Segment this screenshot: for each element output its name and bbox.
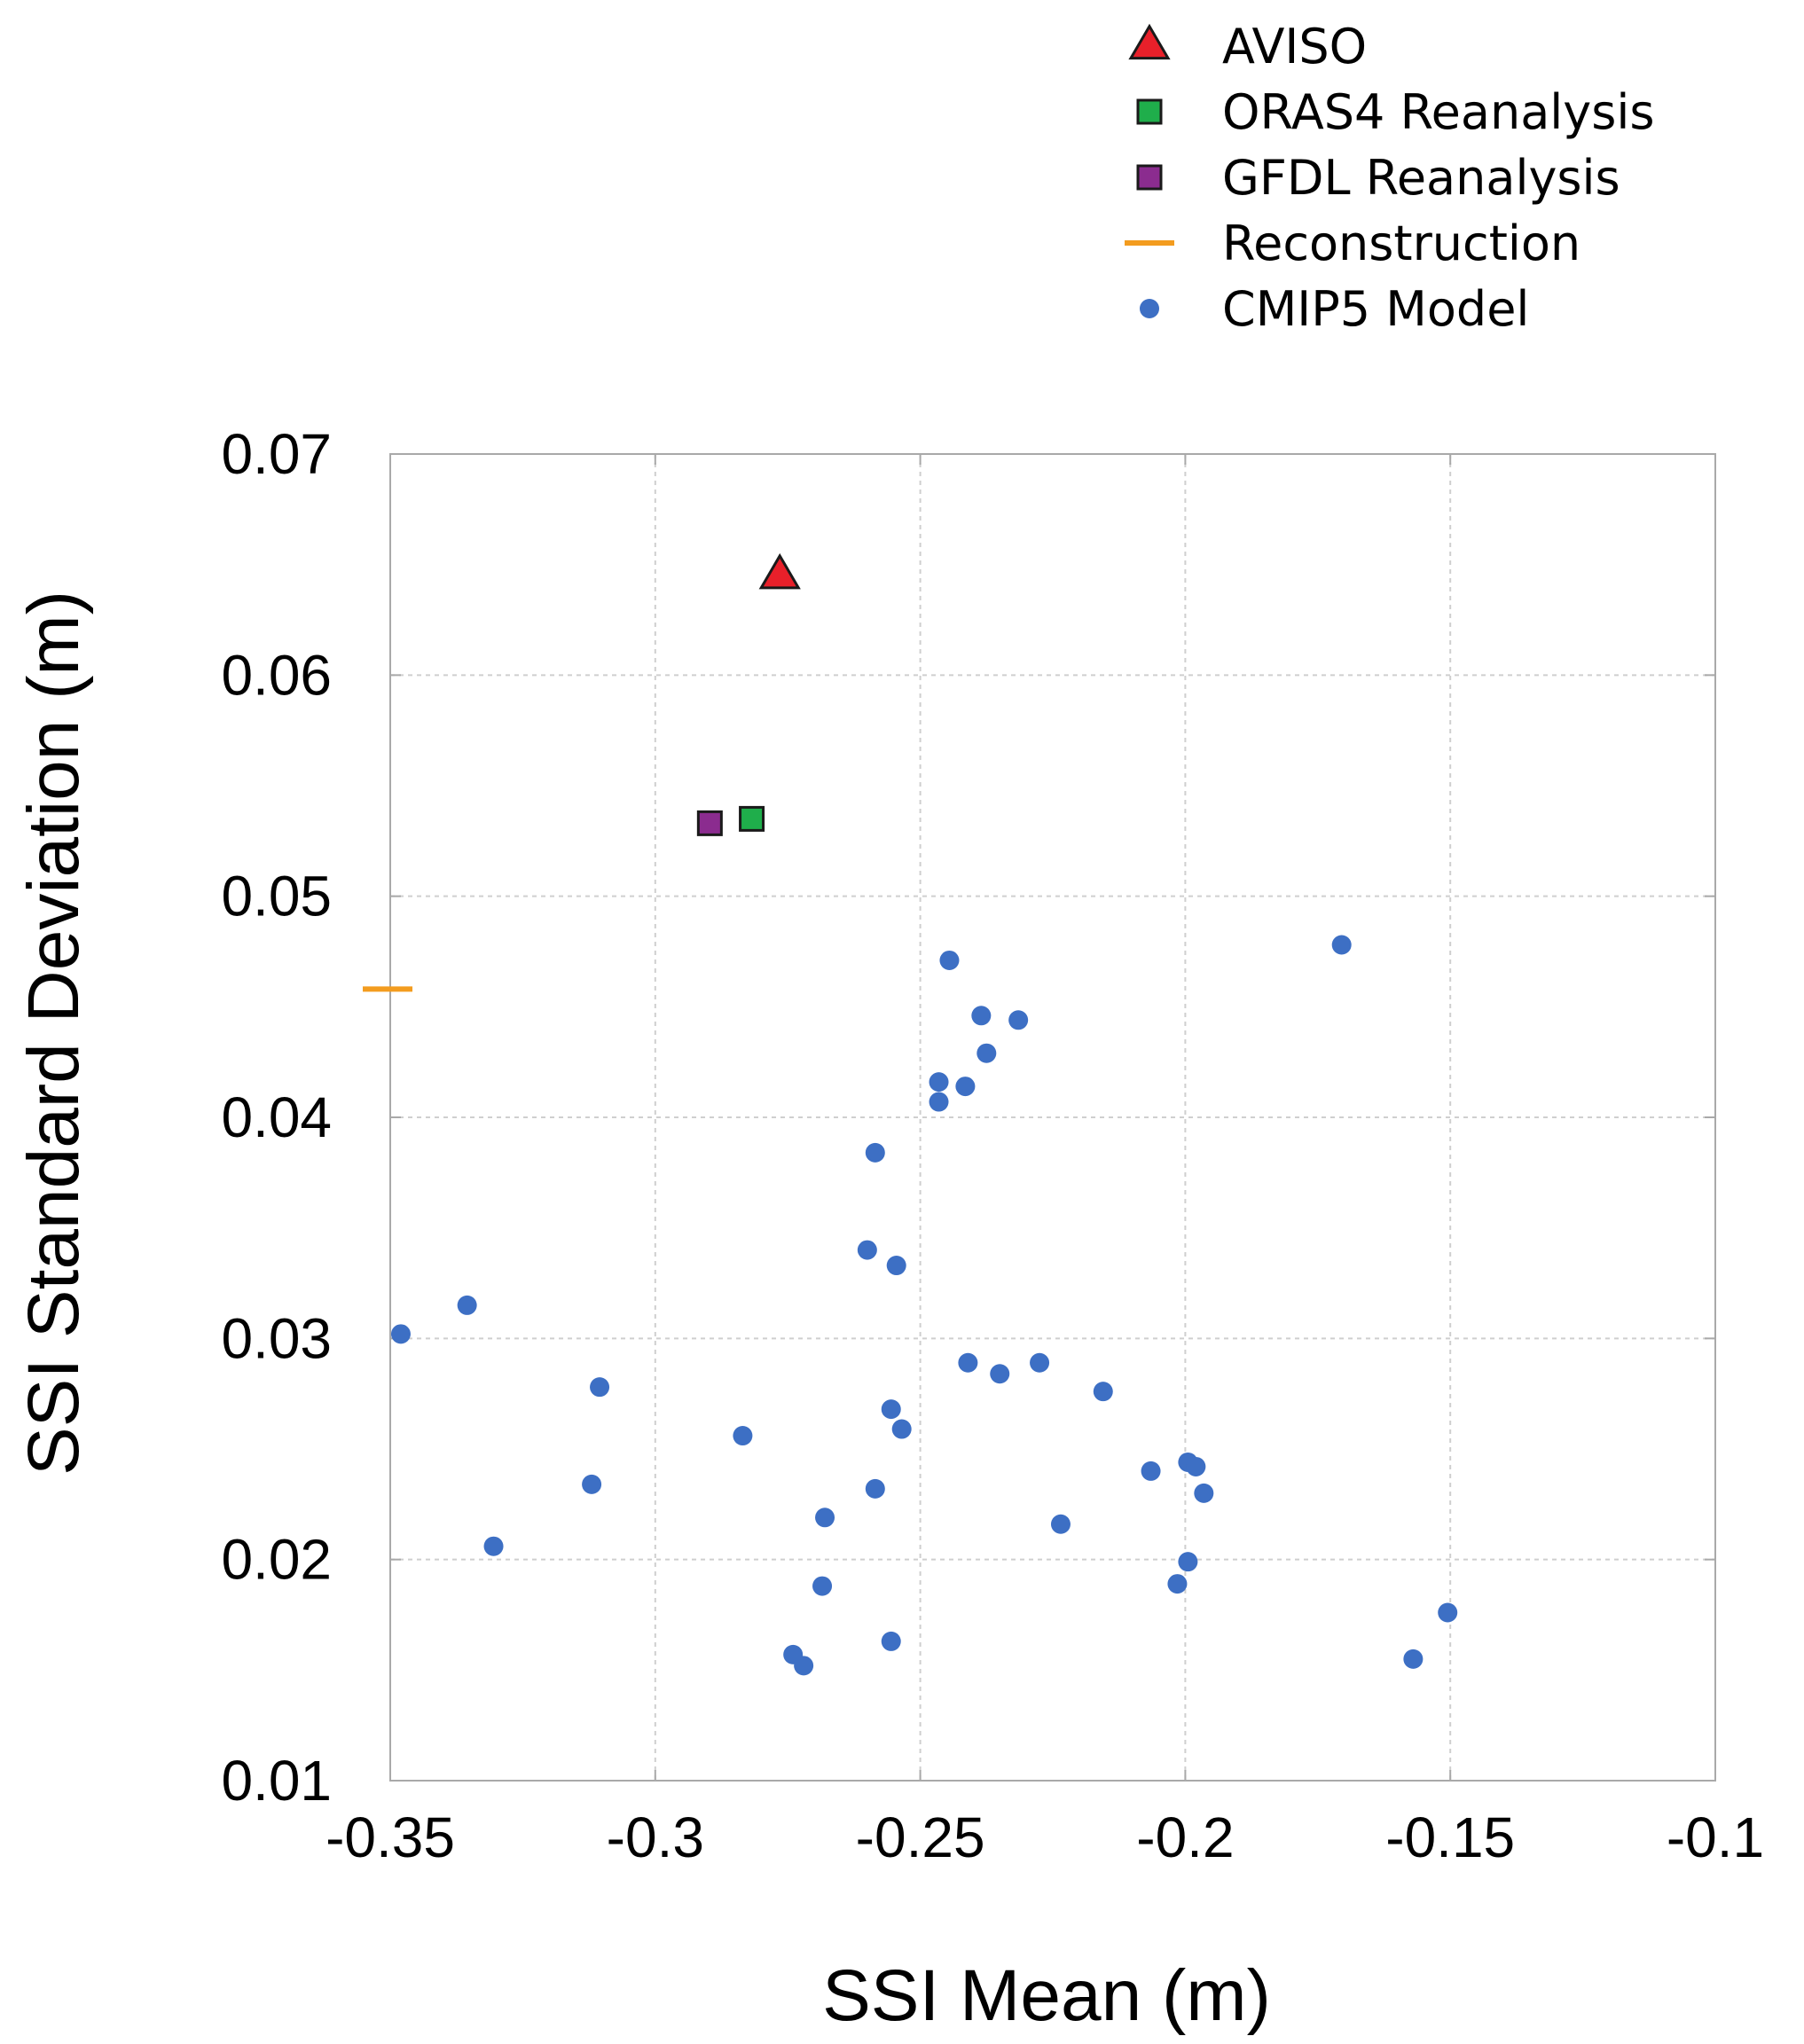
y-tick-label: 0.05 — [221, 865, 332, 928]
cmip5-model-point — [891, 1419, 912, 1439]
aviso-point — [758, 552, 801, 590]
cmip5-model-point — [1438, 1602, 1458, 1623]
y-tick-label: 0.06 — [221, 643, 332, 707]
legend-marker-cmip5-model — [1140, 299, 1159, 318]
cmip5-model-point — [881, 1399, 901, 1420]
series-gfdl-reanalysis — [696, 810, 723, 836]
cmip5-model-point — [1008, 1010, 1029, 1030]
y-tick-label: 0.02 — [221, 1528, 332, 1592]
cmip5-model-point — [815, 1508, 835, 1528]
y-axis-title: SSI Standard Deviation (m) — [13, 591, 94, 1476]
cmip5-model-point — [929, 1072, 949, 1092]
legend-marker-oras4-reanalysis — [1136, 98, 1163, 125]
cmip5-model-point — [1167, 1574, 1188, 1594]
cmip5-model-point — [1050, 1514, 1071, 1534]
cmip5-model-point — [971, 1006, 992, 1026]
cmip5-model-point — [1093, 1382, 1113, 1402]
legend-marker-gfdl-reanalysis — [1136, 164, 1163, 191]
legend: AVISO ORAS4 Reanalysis GFDL Reanalysis Reco… — [1125, 19, 1655, 337]
series-cmip5-model — [390, 935, 1458, 1676]
x-axis-tick-labels: -0.35 -0.3 -0.25 -0.2 -0.15 -0.1 — [326, 1805, 1764, 1869]
x-tick-label: -0.15 — [1385, 1805, 1515, 1869]
legend-label: AVISO — [1222, 19, 1367, 74]
legend-label: CMIP5 Model — [1222, 281, 1529, 337]
cmip5-model-point — [483, 1536, 504, 1556]
gfdl-reanalysis-point — [696, 810, 723, 836]
cmip5-model-point — [1030, 1352, 1050, 1373]
y-axis-tick-labels: 0.01 0.02 0.03 0.04 0.05 0.06 0.07 — [221, 422, 332, 1813]
cmip5-model-point — [886, 1256, 906, 1276]
cmip5-model-point — [1331, 935, 1352, 955]
series-aviso — [758, 552, 801, 590]
cmip5-model-point — [582, 1474, 602, 1494]
legend-label: GFDL Reanalysis — [1222, 150, 1620, 206]
cmip5-model-point — [955, 1077, 976, 1097]
cmip5-model-point — [929, 1092, 949, 1112]
cmip5-model-point — [390, 1324, 411, 1344]
cmip5-model-point — [590, 1377, 610, 1398]
legend-item-gfdl-reanalysis: GFDL Reanalysis — [1136, 150, 1620, 206]
cmip5-model-point — [1141, 1461, 1161, 1481]
cmip5-model-point — [977, 1043, 997, 1063]
cmip5-model-point — [1186, 1456, 1206, 1476]
axis-ticks — [389, 453, 1716, 1782]
data-points — [363, 552, 1458, 1676]
legend-label: ORAS4 Reanalysis — [1222, 84, 1655, 140]
y-tick-label: 0.07 — [221, 422, 332, 486]
cmip5-model-point — [812, 1576, 833, 1596]
legend-item-reconstruction: Reconstruction — [1125, 215, 1580, 271]
x-tick-label: -0.3 — [607, 1805, 704, 1869]
legend-item-oras4-reanalysis: ORAS4 Reanalysis — [1136, 84, 1655, 140]
cmip5-model-point — [857, 1240, 877, 1260]
cmip5-model-point — [1194, 1483, 1214, 1503]
legend-marker-aviso — [1128, 23, 1171, 60]
cmip5-model-point — [457, 1295, 477, 1315]
y-tick-label: 0.01 — [221, 1749, 332, 1813]
cmip5-model-point — [1178, 1552, 1198, 1572]
legend-item-aviso: AVISO — [1128, 19, 1367, 74]
x-tick-label: -0.2 — [1136, 1805, 1234, 1869]
x-tick-label: -0.35 — [326, 1805, 455, 1869]
cmip5-model-point — [958, 1352, 978, 1373]
cmip5-model-point — [939, 950, 960, 970]
x-axis-title: SSI Mean (m) — [822, 1955, 1271, 2036]
series-oras4-reanalysis — [739, 805, 765, 832]
cmip5-model-point — [794, 1656, 814, 1676]
cmip5-model-point — [881, 1631, 901, 1651]
y-tick-label: 0.04 — [221, 1085, 332, 1149]
x-tick-label: -0.25 — [856, 1805, 985, 1869]
cmip5-model-point — [865, 1478, 885, 1499]
cmip5-model-point — [1403, 1649, 1424, 1669]
x-tick-label: -0.1 — [1667, 1805, 1764, 1869]
cmip5-model-point — [865, 1142, 885, 1163]
grid — [390, 454, 1715, 1781]
legend-item-cmip5-model: CMIP5 Model — [1140, 281, 1529, 337]
y-tick-label: 0.03 — [221, 1306, 332, 1370]
oras4-reanalysis-point — [739, 805, 765, 832]
cmip5-model-point — [733, 1426, 753, 1446]
cmip5-model-point — [990, 1364, 1010, 1384]
legend-label: Reconstruction — [1222, 215, 1580, 271]
